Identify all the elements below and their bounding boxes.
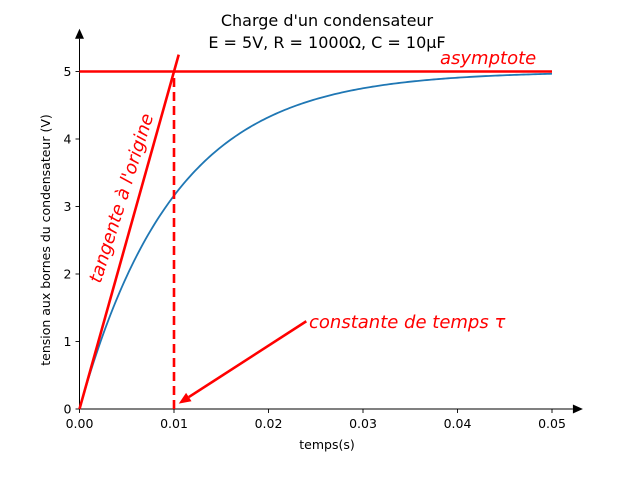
x-axis-label: temps(s) — [299, 437, 354, 452]
chart-subtitle: E = 5V, R = 1000Ω, C = 10µF — [208, 33, 445, 52]
series-line-charge — [78, 72, 553, 410]
y-tick-label: 4 — [64, 132, 72, 147]
plot-area — [78, 54, 553, 410]
x-tick-label: 0.03 — [349, 416, 377, 431]
tangent-line — [78, 54, 180, 410]
x-axis-arrowhead — [572, 404, 583, 414]
axes — [75, 28, 583, 414]
tick-labels: 0.00 0.01 0.02 0.03 0.04 0.05 0 1 2 3 4 5 — [64, 64, 566, 431]
x-tick-label: 0.01 — [160, 416, 188, 431]
annotation-asymptote: asymptote — [440, 48, 536, 69]
x-tick-label: 0.04 — [444, 416, 472, 431]
tau-arrow-shaft — [188, 320, 308, 399]
x-tick-label: 0.05 — [538, 416, 566, 431]
y-axis-label: tension aux bornes du condensateur (V) — [38, 114, 53, 366]
y-tick-label: 2 — [64, 267, 72, 282]
y-tick-label: 5 — [64, 64, 72, 79]
chart-title: Charge d'un condensateur — [221, 11, 434, 30]
y-tick-label: 3 — [64, 199, 72, 214]
tau-arrow-head — [178, 392, 192, 404]
x-tick-label: 0.00 — [66, 416, 94, 431]
y-tick-label: 0 — [64, 402, 72, 417]
y-tick-label: 1 — [64, 334, 72, 349]
annotation-tau: constante de temps τ — [309, 312, 505, 333]
x-tick-label: 0.02 — [255, 416, 283, 431]
y-axis-arrowhead — [75, 28, 84, 39]
